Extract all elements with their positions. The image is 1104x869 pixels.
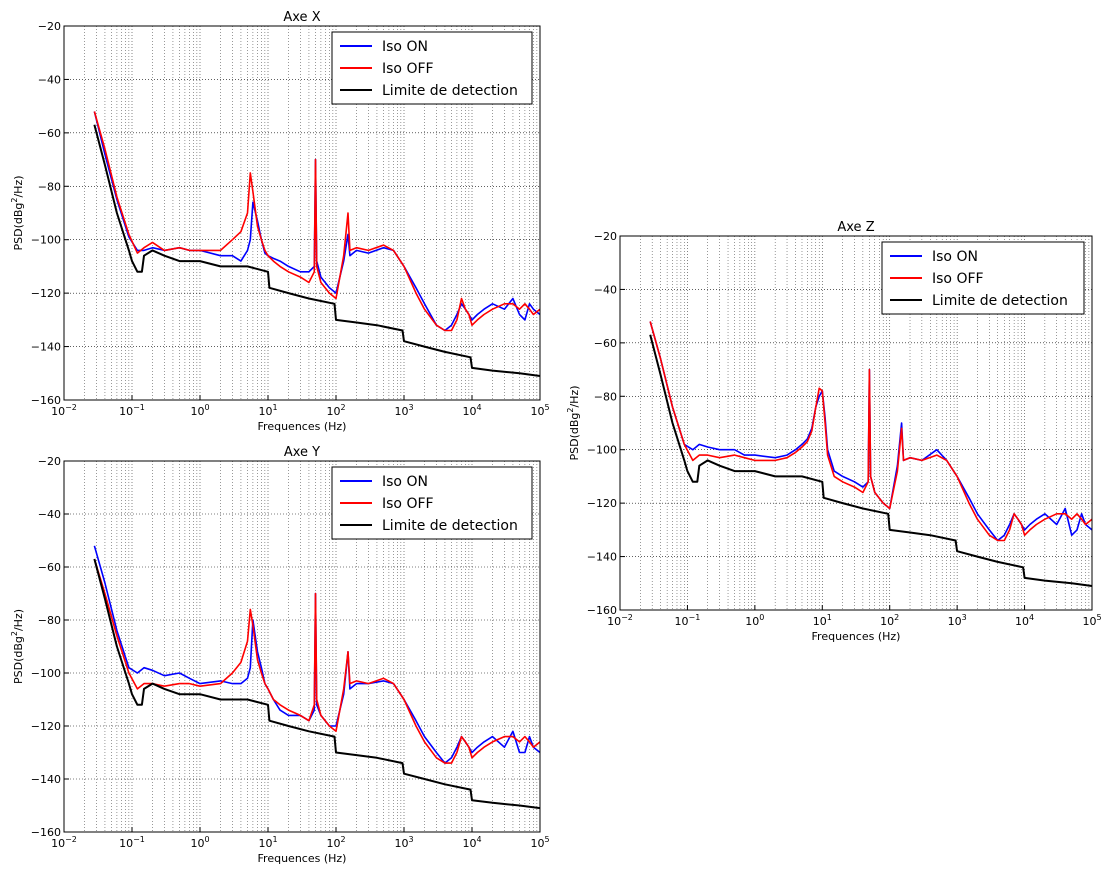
x-tick-label: 10−2 — [607, 613, 633, 628]
x-tick-label: 101 — [813, 613, 832, 628]
y-tick-label: −60 — [38, 127, 61, 140]
chart-panel-axe-z: 10−2 10−1 100 101 102 103 104 105 −20 −40 −60 −80 −1… — [558, 218, 1104, 650]
chart-panel-axe-y: 10−2 10−1 100 101 102 103 104 105 −20 −40 −60 −80 −1… — [0, 445, 552, 869]
x-axis-label: Frequences (Hz) — [812, 630, 901, 643]
x-tick-label: 102 — [880, 613, 899, 628]
legend-label: Iso ON — [382, 39, 428, 55]
chart-title: Axe X — [283, 10, 320, 25]
x-tick-label: 10−2 — [51, 835, 77, 850]
y-tick-label: −80 — [594, 390, 617, 403]
legend-label: Limite de detection — [382, 83, 518, 99]
x-tick-label: 105 — [1082, 613, 1101, 628]
y-tick-label: −160 — [31, 826, 61, 839]
y-tick-label: −120 — [587, 497, 617, 510]
legend-label: Iso ON — [382, 474, 428, 490]
series-line-iso-off — [93, 111, 541, 332]
series-line-limite-de-detection — [93, 558, 541, 810]
y-tick-label: −60 — [38, 561, 61, 574]
y-tick-label: −140 — [31, 773, 61, 786]
legend: Iso ON Iso OFF Limite de detection — [881, 241, 1085, 315]
x-tick-label: 100 — [190, 403, 209, 418]
y-tick-label: −80 — [38, 180, 61, 193]
x-tick-label: 103 — [948, 613, 967, 628]
x-tick-label: 102 — [326, 403, 345, 418]
y-axis-label: PSD(dBg2/Hz) — [10, 609, 25, 684]
legend: Iso ON Iso OFF Limite de detection — [331, 466, 533, 540]
x-tick-label: 104 — [1015, 613, 1034, 628]
series-line-iso-off — [93, 558, 541, 764]
x-tick-label: 104 — [462, 835, 481, 850]
x-tick-label: 100 — [190, 835, 209, 850]
y-tick-label: −140 — [587, 551, 617, 564]
chart-panel-axe-x: 10−2 10−1 100 101 102 103 104 105 −20 −40 −60 −80 −1… — [0, 0, 552, 440]
chart-axe-y: 10−2 10−1 100 101 102 103 104 105 −20 −40 −60 −80 −1… — [10, 445, 550, 865]
y-axis-label: PSD(dBg2/Hz) — [10, 175, 25, 250]
x-tick-label: 100 — [745, 613, 764, 628]
y-tick-label: −160 — [31, 394, 61, 407]
y-axis-label: PSD(dBg2/Hz) — [566, 385, 581, 460]
y-tick-label: −20 — [38, 455, 61, 468]
y-tick-label: −40 — [594, 283, 617, 296]
x-tick-label: 101 — [258, 403, 277, 418]
legend-label: Iso OFF — [382, 496, 434, 512]
chart-title: Axe Z — [837, 220, 874, 235]
x-axis-label: Frequences (Hz) — [258, 420, 347, 433]
y-tick-label: −100 — [587, 444, 617, 457]
y-tick-label: −100 — [31, 667, 61, 680]
x-tick-label: 102 — [326, 835, 345, 850]
x-tick-label: 101 — [258, 835, 277, 850]
plot-frame — [619, 235, 1093, 611]
x-tick-label: 103 — [394, 835, 413, 850]
legend-label: Iso ON — [932, 249, 978, 265]
legend: Iso ON Iso OFF Limite de detection — [331, 31, 533, 105]
y-tick-label: −160 — [587, 604, 617, 617]
chart-axe-x: 10−2 10−1 100 101 102 103 104 105 −20 −40 −60 −80 −1… — [10, 10, 550, 433]
plot-frame — [63, 25, 541, 401]
legend-label: Iso OFF — [382, 61, 434, 77]
y-tick-label: −120 — [31, 287, 61, 300]
legend-label: Iso OFF — [932, 271, 984, 287]
x-tick-label: 104 — [462, 403, 481, 418]
chart-axe-z: 10−2 10−1 100 101 102 103 104 105 −20 −40 −60 −80 −1… — [566, 220, 1102, 643]
x-tick-label: 105 — [530, 403, 549, 418]
y-tick-label: −40 — [38, 73, 61, 86]
x-tick-label: 103 — [394, 403, 413, 418]
y-tick-label: −80 — [38, 614, 61, 627]
series-line-iso-off — [649, 321, 1093, 542]
x-tick-label: 10−1 — [675, 613, 701, 628]
plot-frame — [63, 460, 541, 833]
x-tick-label: 10−2 — [51, 403, 77, 418]
y-tick-label: −60 — [594, 337, 617, 350]
legend-label: Limite de detection — [382, 518, 518, 534]
series-line-limite-de-detection — [93, 124, 541, 377]
y-tick-label: −100 — [31, 234, 61, 247]
y-tick-label: −20 — [594, 230, 617, 243]
chart-title: Axe Y — [284, 445, 320, 460]
x-tick-label: 10−1 — [119, 835, 145, 850]
y-tick-label: −20 — [38, 20, 61, 33]
y-tick-label: −40 — [38, 508, 61, 521]
series-line-limite-de-detection — [649, 334, 1093, 587]
x-tick-label: 105 — [530, 835, 549, 850]
x-axis-label: Frequences (Hz) — [258, 852, 347, 865]
y-tick-label: −140 — [31, 341, 61, 354]
y-tick-label: −120 — [31, 720, 61, 733]
legend-label: Limite de detection — [932, 293, 1068, 309]
x-tick-label: 10−1 — [119, 403, 145, 418]
